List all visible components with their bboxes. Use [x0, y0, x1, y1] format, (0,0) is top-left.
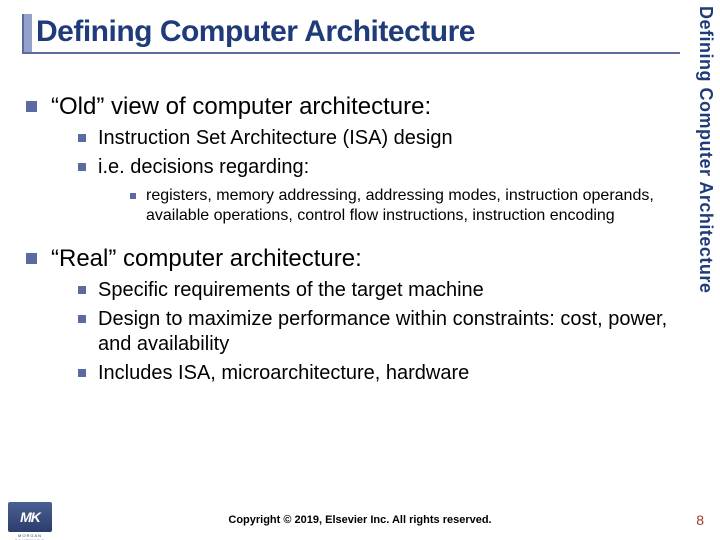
list-item: Instruction Set Architecture (ISA) desig… — [78, 126, 674, 151]
heading-text: “Real” computer architecture: — [51, 244, 362, 274]
slide-title: Defining Computer Architecture — [22, 14, 680, 50]
item-text: Specific requirements of the target mach… — [98, 278, 484, 303]
square-bullet-icon — [78, 315, 86, 323]
square-bullet-icon — [130, 193, 136, 199]
page-number: 8 — [696, 512, 704, 528]
square-bullet-icon — [78, 134, 86, 142]
item-text: Instruction Set Architecture (ISA) desig… — [98, 126, 453, 151]
list-item: Specific requirements of the target mach… — [78, 278, 674, 303]
square-bullet-icon — [26, 101, 37, 112]
list-item: Design to maximize performance within co… — [78, 307, 674, 357]
list-item: i.e. decisions regarding: — [78, 155, 674, 180]
square-bullet-icon — [26, 253, 37, 264]
square-bullet-icon — [78, 163, 86, 171]
logo-subtext: MORGAN KAUFMANN — [8, 533, 52, 540]
sub-list-item: registers, memory addressing, addressing… — [130, 186, 674, 226]
footer: MK MORGAN KAUFMANN Copyright © 2019, Els… — [0, 498, 720, 540]
heading-text: “Old” view of computer architecture: — [51, 92, 431, 122]
square-bullet-icon — [78, 369, 86, 377]
square-bullet-icon — [78, 286, 86, 294]
slide: Defining Computer Architecture Defining … — [0, 0, 720, 540]
item-text: Design to maximize performance within co… — [98, 307, 674, 357]
copyright-text: Copyright © 2019, Elsevier Inc. All righ… — [0, 514, 720, 526]
subitem-text: registers, memory addressing, addressing… — [146, 186, 674, 226]
title-bar: Defining Computer Architecture — [22, 14, 680, 54]
section-heading: “Old” view of computer architecture: — [26, 92, 674, 122]
side-label: Defining Computer Architecture — [686, 6, 716, 446]
content-area: “Old” view of computer architecture: Ins… — [26, 74, 674, 386]
item-text: Includes ISA, microarchitecture, hardwar… — [98, 361, 469, 386]
list-item: Includes ISA, microarchitecture, hardwar… — [78, 361, 674, 386]
section-heading: “Real” computer architecture: — [26, 244, 674, 274]
item-text: i.e. decisions regarding: — [98, 155, 309, 180]
